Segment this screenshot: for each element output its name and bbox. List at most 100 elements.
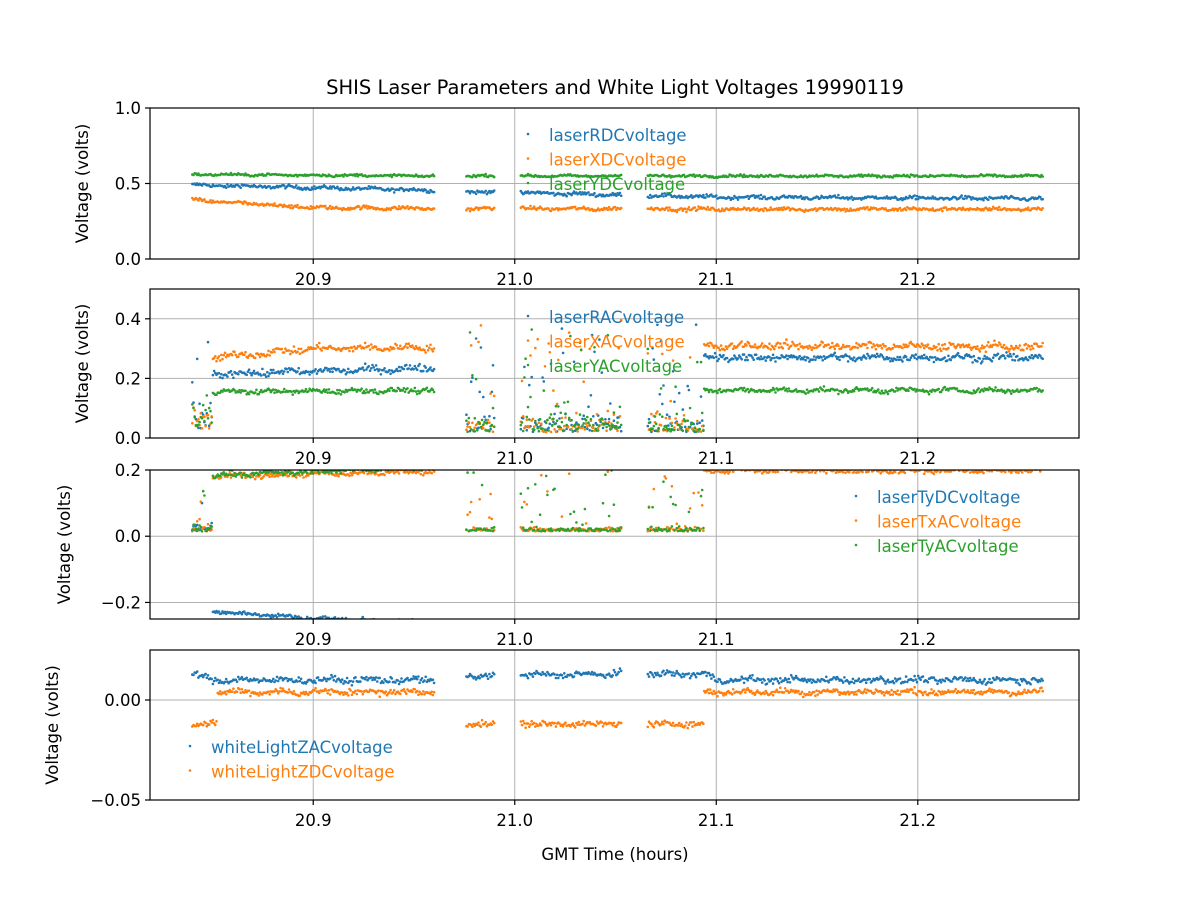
data-point <box>531 417 535 421</box>
data-points <box>191 318 1044 434</box>
data-point <box>218 474 222 478</box>
data-point <box>395 621 398 624</box>
data-point <box>910 207 914 211</box>
data-point <box>336 185 339 189</box>
data-point <box>201 489 205 493</box>
data-point <box>570 418 573 422</box>
data-point <box>810 348 814 352</box>
data-point <box>727 175 730 178</box>
data-point <box>520 506 524 509</box>
data-point <box>479 425 483 429</box>
data-point <box>834 471 838 475</box>
data-point <box>257 473 261 477</box>
data-point <box>206 417 210 420</box>
data-point <box>771 353 775 357</box>
data-point <box>607 205 611 209</box>
data-point <box>197 418 200 421</box>
data-point <box>191 421 194 425</box>
data-point <box>958 343 961 347</box>
data-point <box>549 527 553 530</box>
data-point <box>982 389 985 393</box>
data-point <box>241 202 245 205</box>
data-point <box>984 350 988 354</box>
data-point <box>488 429 491 433</box>
data-point <box>247 368 251 372</box>
data-point <box>233 389 236 392</box>
data-point <box>377 620 380 623</box>
data-point <box>281 390 285 394</box>
data-point <box>567 331 571 334</box>
data-point <box>932 360 936 364</box>
data-point <box>812 355 816 358</box>
data-point <box>652 487 656 491</box>
data-point <box>887 356 891 360</box>
data-point <box>220 372 223 376</box>
data-point <box>492 394 496 398</box>
data-point <box>308 373 311 376</box>
data-point <box>913 356 916 360</box>
data-point <box>203 494 206 497</box>
data-point <box>661 192 664 196</box>
data-point <box>683 207 687 210</box>
data-point <box>490 517 494 521</box>
data-point <box>350 386 354 390</box>
data-point <box>674 417 677 420</box>
data-point <box>366 187 369 191</box>
data-point <box>376 620 379 623</box>
data-point <box>985 344 989 347</box>
data-point <box>338 389 342 392</box>
data-point <box>663 475 666 478</box>
data-point <box>224 612 228 616</box>
data-point <box>206 340 210 344</box>
data-point <box>781 208 785 212</box>
series-laserXDCvoltage <box>191 196 1044 214</box>
data-point <box>270 351 274 354</box>
data-point <box>725 347 729 351</box>
data-point <box>528 383 531 387</box>
data-point <box>760 342 764 345</box>
data-point <box>866 346 869 350</box>
data-point <box>221 390 224 393</box>
data-point <box>352 620 355 623</box>
data-point <box>700 195 704 199</box>
data-point <box>296 350 299 354</box>
data-point <box>247 392 251 396</box>
data-point <box>403 390 407 394</box>
data-point <box>658 393 662 396</box>
data-point <box>925 345 928 348</box>
data-point <box>735 196 739 199</box>
data-point <box>1026 470 1030 474</box>
data-point <box>592 415 595 418</box>
data-point <box>887 472 891 475</box>
data-point <box>880 389 884 393</box>
data-point <box>682 414 686 417</box>
data-point <box>423 348 426 352</box>
data-point <box>473 417 477 420</box>
data-point <box>426 349 430 352</box>
data-point <box>205 394 209 397</box>
data-point <box>1035 342 1038 346</box>
data-point <box>789 344 793 348</box>
data-point <box>616 429 619 433</box>
data-point <box>829 467 832 470</box>
data-point <box>590 429 594 433</box>
data-point <box>835 196 839 199</box>
data-point <box>990 207 994 211</box>
data-point <box>1006 347 1009 351</box>
data-point <box>287 349 291 352</box>
data-point <box>617 426 620 429</box>
data-point <box>395 465 398 468</box>
data-point <box>820 466 823 469</box>
data-point <box>785 354 788 357</box>
data-point <box>520 379 524 383</box>
data-point <box>468 191 472 195</box>
data-point <box>688 356 692 359</box>
data-point <box>272 368 275 372</box>
data-point <box>523 376 526 379</box>
data-point <box>291 471 295 475</box>
data-point <box>581 426 584 430</box>
data-point <box>361 615 365 619</box>
data-point <box>961 343 965 346</box>
data-point <box>898 206 902 210</box>
data-point <box>295 184 298 187</box>
